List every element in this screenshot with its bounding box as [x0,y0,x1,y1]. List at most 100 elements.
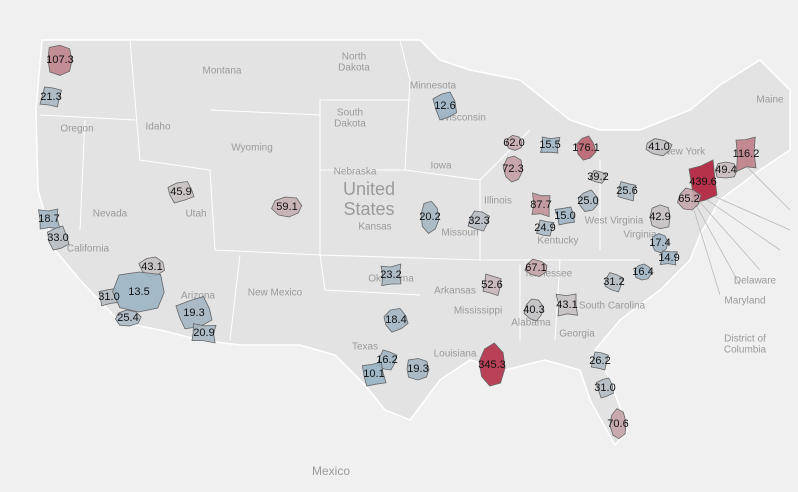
region-value-label: 25.6 [616,185,637,197]
region-value-label: 345.3 [478,359,506,371]
region [645,138,673,157]
region-value-label: 15.5 [539,139,560,151]
region [467,210,490,232]
region-value-label: 31.0 [594,382,615,394]
region [609,408,627,440]
region [167,181,195,204]
region [38,208,61,230]
place-label: Missouri [441,228,478,239]
region [112,271,165,313]
region-value-label: 16.2 [376,354,397,366]
region-value-label: 20.2 [419,211,440,223]
region [617,181,637,202]
region [47,44,73,76]
region [39,86,63,108]
place-label: Virginia [623,230,657,241]
place-label: Louisiana [434,349,477,360]
region-value-label: 14.9 [658,252,679,264]
region-value-label: 67.1 [525,262,546,274]
region [406,358,430,381]
region [554,206,575,226]
region [576,135,597,161]
place-label: Mississippi [454,306,502,317]
place-label: Tennessee [524,269,573,280]
region [175,296,213,330]
state-borders [39,39,640,341]
region-value-label: 439.6 [689,176,717,188]
place-label: Arizona [181,291,215,302]
region [735,136,757,173]
place-label: Georgia [559,329,595,340]
region-value-label: 107.3 [46,54,74,66]
region [531,192,551,218]
region-value-label: 10.1 [363,368,384,380]
region-value-label: 45.9 [170,186,191,198]
place-label: West Virginia [585,216,644,227]
region [649,204,671,230]
place-label: District of Columbia [724,333,767,355]
region [47,225,70,251]
region [589,169,607,184]
region-value-label: 33.0 [47,232,68,244]
region-value-label: 43.1 [556,299,577,311]
region [138,256,166,278]
region [432,91,458,121]
place-label: Mexico [312,464,350,478]
region-value-label: 87.7 [530,199,551,211]
region-value-label: 176.1 [572,142,600,154]
region-value-label: 59.1 [276,201,297,213]
region-value-label: 70.6 [607,418,628,430]
region [380,263,402,286]
region-value-label: 49.4 [715,164,736,176]
region [659,250,678,266]
region-value-label: 116.2 [733,148,760,160]
region-value-label: 41.0 [648,141,669,153]
place-label: Kansas [358,222,391,233]
regions: 107.3 21.3 12.6 62.0 15.5 176.1 41.0 116.2 72.3 3… [38,44,760,440]
place-label: Alabama [511,318,551,329]
place-label: United States [343,179,395,219]
region [677,187,702,211]
region [539,136,561,154]
region [595,377,614,399]
region [536,219,555,237]
region-value-label: 31.0 [98,291,119,303]
region [114,309,142,327]
region [505,134,523,151]
place-label: Arkansas [434,286,476,297]
region-value-label: 72.3 [502,163,523,175]
region [482,273,502,297]
place-label: Wisconsin [440,113,486,124]
region-value-label: 65.2 [678,193,699,205]
region-value-label: 32.3 [468,215,489,227]
region-value-label: 18.7 [38,213,59,225]
region [715,161,738,179]
region [271,196,303,218]
place-label: Maine [756,95,784,106]
place-label: New York [663,147,706,158]
region-value-label: 43.1 [141,261,162,273]
place-label: New Mexico [248,288,303,299]
region-value-label: 62.0 [503,137,524,149]
place-label: North Dakota [338,51,370,73]
region-value-label: 18.4 [385,314,406,326]
region-value-label: 24.9 [534,222,555,234]
region-value-label: 19.3 [183,307,204,319]
region-value-label: 39.2 [587,171,608,183]
place-label: Maryland [724,296,765,307]
place-label: Illinois [484,196,512,207]
region-value-label: 23.2 [380,269,401,281]
place-label: Delaware [734,276,777,287]
region-value-label: 25.4 [117,312,138,324]
place-label: Montana [203,66,242,77]
region [604,272,624,293]
place-label: South Carolina [579,301,646,312]
region [523,298,544,322]
region-value-label: 16.4 [632,266,653,278]
region [502,155,523,183]
place-label: Nebraska [334,167,377,178]
region [420,200,440,235]
region-value-label: 12.6 [434,100,455,112]
region-value-label: 40.3 [523,304,544,316]
